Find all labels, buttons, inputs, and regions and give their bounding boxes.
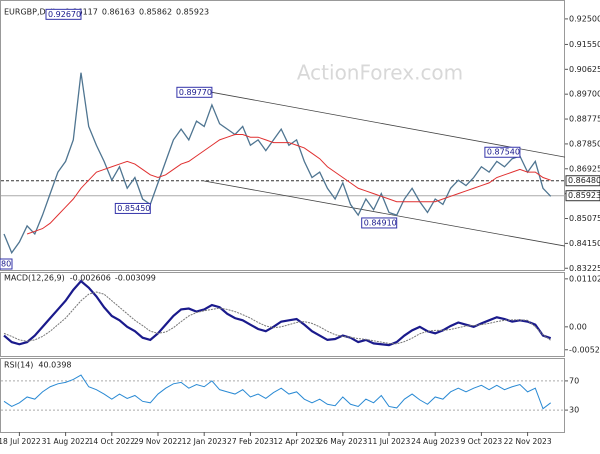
price-label-box [565,175,600,187]
x-tick-label: 12 Apr 2023 [273,437,320,446]
rsi-panel [0,358,565,433]
y-tick-label: 0.91550 [569,40,600,49]
annotation-box [484,146,521,158]
annotation-box [361,217,398,229]
indicator-value: 0.85923 [176,8,209,17]
main-panel [0,0,565,271]
y-tick-label: 0.85075 [569,214,600,223]
indicator-title: RSI(14) [4,361,33,370]
x-tick-label: 31 Aug 2022 [42,437,90,446]
annotation-box [176,86,213,98]
y-tick-label: 0.92500 [569,14,600,23]
series-line [3,374,552,410]
price-label: 0.85923 [568,191,600,200]
y-tick-label: 70 [569,376,579,385]
series-line [3,279,552,347]
y-tick-label: 0.83225 [569,264,600,273]
indicator-title: EURGBP,Daily [4,8,60,17]
price-label: 0.86480 [568,176,600,185]
series-line [3,72,552,255]
y-tick-label: 0.011027 [569,274,600,283]
indicator-value: 40.0398 [38,361,71,370]
annotation-label: 0.92670 [48,10,81,19]
y-tick-label: 0.89700 [569,90,600,99]
x-tick-label: 9 Oct 2023 [461,437,503,446]
y-tick-label: -0.005267 [569,345,600,354]
x-tick-label: 29 Nov 2022 [134,437,182,446]
macd-panel [0,272,565,357]
x-tick-label: 11 Jul 2023 [368,437,411,446]
indicator-value: -0.003099 [115,274,156,283]
annotation-box [0,258,13,270]
annotation-label: 0.87540 [487,148,520,157]
y-tick-label: 0.86925 [569,164,600,173]
series-line [3,291,551,345]
y-tick-label: 0.87850 [569,139,600,148]
y-tick-label: 0.88775 [569,115,600,124]
annotation-label: 0.89770 [179,88,212,97]
x-tick-label: 14 Oct 2022 [89,437,136,446]
y-tick-label: 0.84150 [569,239,600,248]
y-tick-label: 0.00 [569,322,587,331]
y-tick-label: 0.90625 [569,65,600,74]
watermark: ActionForex.com [297,61,463,85]
x-tick-label: 18 Jul 2022 [0,437,41,446]
price-label-box [565,190,600,202]
channel-line [204,180,566,247]
channel-line [211,91,566,158]
x-tick-label: 26 May 2023 [318,437,367,446]
indicator-value: 0.86163 [102,8,135,17]
x-tick-label: 24 Aug 2023 [411,437,459,446]
annotation-label: 0.85450 [117,204,150,213]
indicator-value: -0.002606 [70,274,111,283]
x-tick-label: 27 Feb 2023 [227,437,274,446]
indicator-value: 0.85862 [139,8,172,17]
annotation-label: 0.84910 [364,218,397,227]
annotation-label: 80 [1,260,11,269]
series-line [26,134,551,235]
x-tick-label: 12 Jan 2023 [182,437,227,446]
annotation-box [114,202,151,214]
x-tick-label: 22 Nov 2023 [504,437,552,446]
indicator-title: MACD(12,26,9) [4,274,65,283]
y-tick-label: 30 [569,406,579,415]
annotation-box [45,8,82,20]
